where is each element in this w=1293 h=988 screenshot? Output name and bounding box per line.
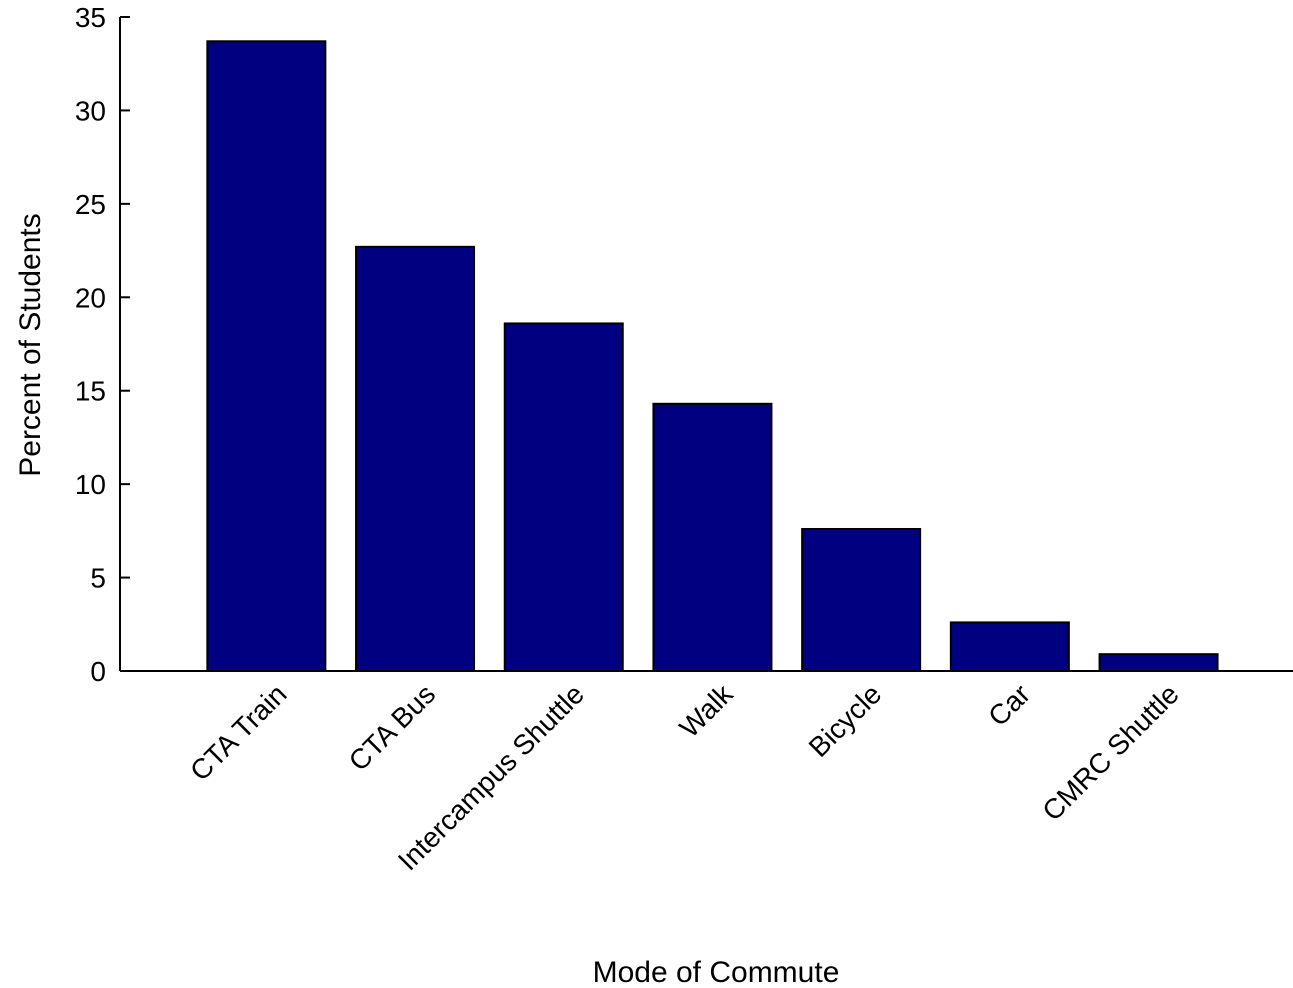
y-tick-label: 25	[75, 189, 106, 220]
y-ticks-group: 0 5 10 15 20 25 30 35	[75, 2, 130, 687]
bar-cta-train	[206, 40, 327, 672]
x-tick-label: Bicycle	[803, 678, 888, 763]
y-tick-label: 30	[75, 95, 106, 126]
x-tick-label: CTA Bus	[343, 678, 442, 777]
x-tick-label: Car	[982, 678, 1036, 732]
x-tick-label: CMRC Shuttle	[1036, 678, 1184, 826]
y-tick-label: 35	[75, 2, 106, 33]
x-tick-label: CTA Train	[184, 678, 292, 786]
bars-group	[206, 40, 1219, 673]
bar-cta-bus	[355, 245, 476, 672]
x-tick-label: Walk	[674, 678, 740, 744]
y-tick-label: 15	[75, 376, 106, 407]
y-tick-label: 5	[90, 563, 106, 594]
bar-walk	[652, 402, 773, 672]
y-tick-label: 0	[90, 656, 106, 687]
bar-intercampus-shuttle	[503, 322, 624, 672]
bar-bicycle	[801, 527, 922, 673]
x-axis-title: Mode of Commute	[593, 956, 840, 988]
bar-cmrc-shuttle	[1098, 653, 1219, 673]
bar-car	[949, 621, 1070, 672]
y-axis-title: Percent of Students	[14, 213, 47, 477]
y-tick-label: 20	[75, 282, 106, 313]
y-tick-label: 10	[75, 469, 106, 500]
